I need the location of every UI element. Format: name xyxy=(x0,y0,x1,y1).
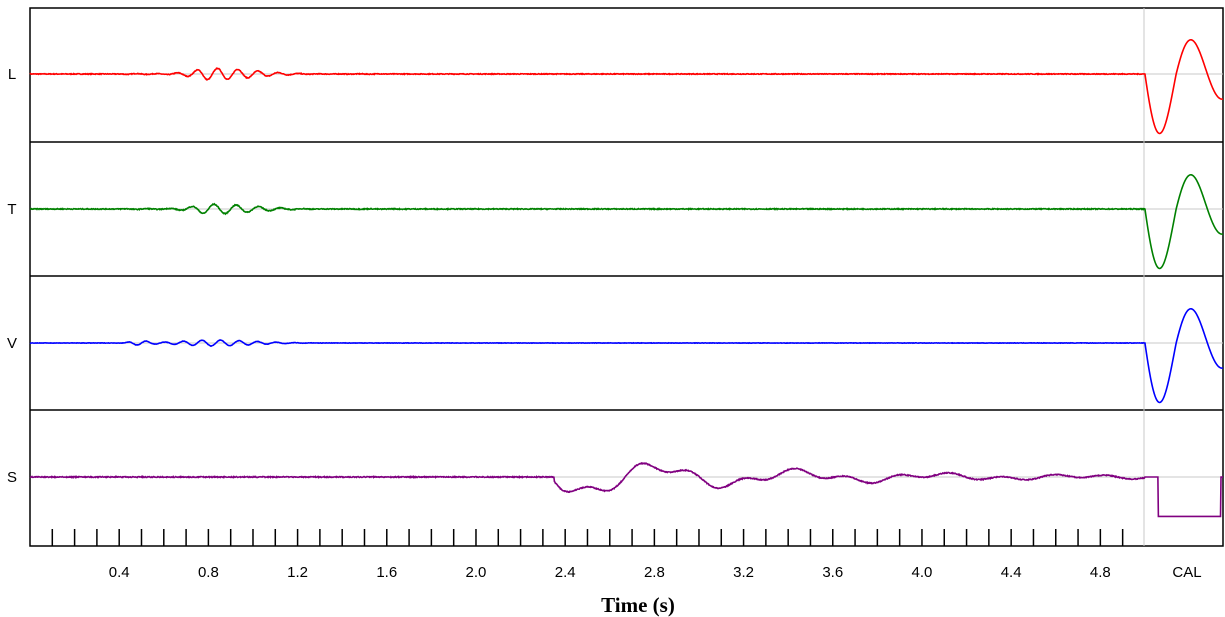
x-tick-label: 3.6 xyxy=(822,564,843,581)
x-axis-title: Time (s) xyxy=(601,593,675,617)
tick-label-group: 0.4 0.8 1.2 1.6 2.0 2.4 2.8 3.2 3.6 4.0 4.4 4.8 xyxy=(109,564,1111,581)
x-tick-label: 1.2 xyxy=(287,564,308,581)
x-tick-label: 0.4 xyxy=(109,564,130,581)
trace-group xyxy=(29,39,1224,518)
cal-label: CAL xyxy=(1172,564,1201,581)
x-tick-label: 4.8 xyxy=(1090,564,1111,581)
x-tick-label: 1.6 xyxy=(376,564,397,581)
trace-L xyxy=(29,39,1224,135)
channel-label-S: S xyxy=(7,469,17,486)
trace-T xyxy=(29,174,1224,270)
x-tick-label: 4.0 xyxy=(912,564,933,581)
tick-group xyxy=(51,529,1124,546)
x-tick-label: 3.2 xyxy=(733,564,754,581)
x-tick-label: 2.8 xyxy=(644,564,665,581)
x-tick-label: 4.4 xyxy=(1001,564,1022,581)
plot-frame xyxy=(29,7,1224,547)
channel-label-T: T xyxy=(7,201,16,218)
x-tick-label: 2.0 xyxy=(466,564,487,581)
trace-S xyxy=(29,462,1223,518)
channel-label-L: L xyxy=(8,66,16,83)
trace-V xyxy=(29,308,1224,404)
channel-label-group: L T V S xyxy=(7,66,17,486)
channel-label-V: V xyxy=(7,335,17,352)
x-tick-label: 0.8 xyxy=(198,564,219,581)
x-tick-label: 2.4 xyxy=(555,564,576,581)
